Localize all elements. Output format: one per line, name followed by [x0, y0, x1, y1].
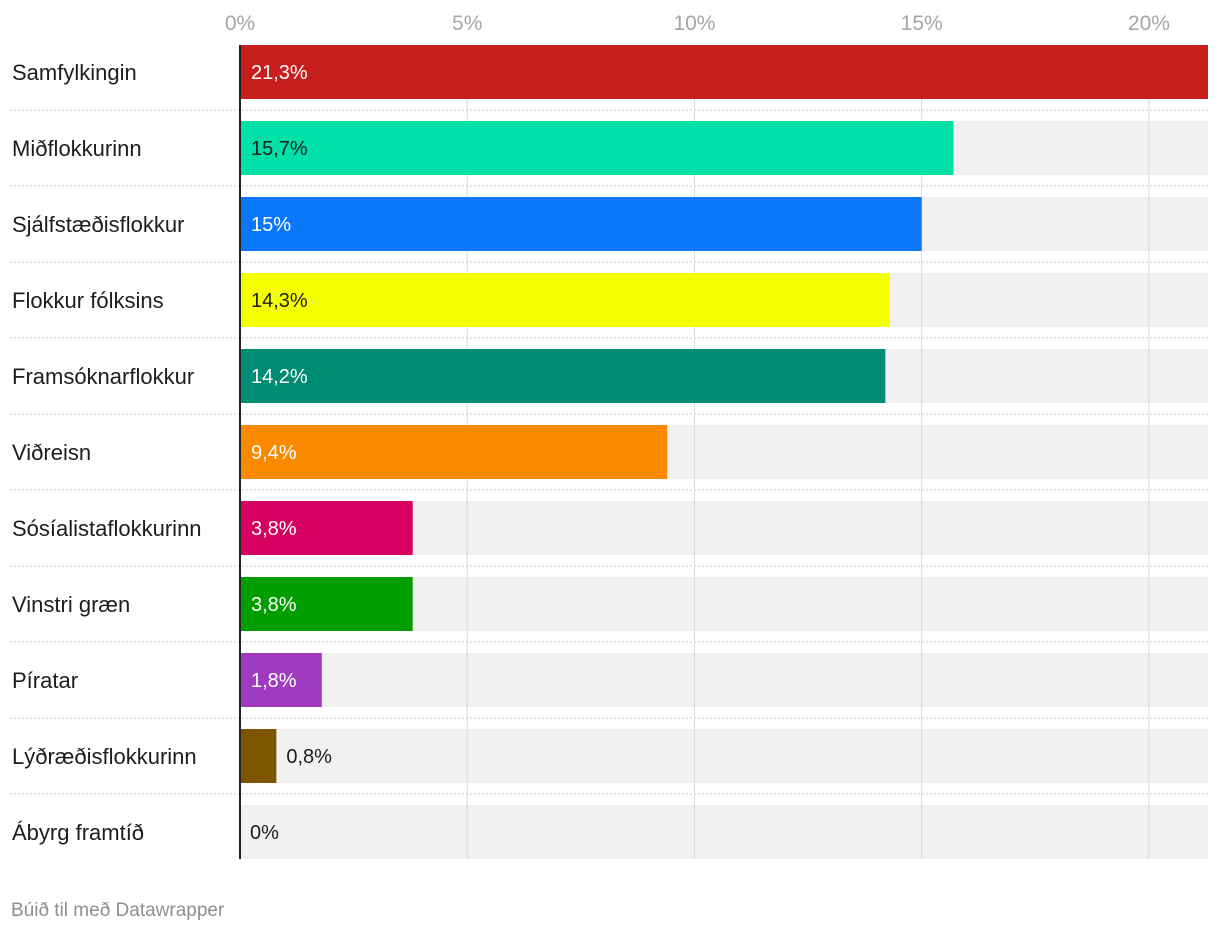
value-label: 0,8% [286, 746, 332, 768]
bar-chart: 0% 5% 10% 15% 20% Samfylkingin 21,3% Miðflokkur… [10, 12, 1208, 859]
value-label: 3,8% [251, 518, 297, 540]
x-tick-label: 10% [673, 12, 715, 35]
category-label: Píratar [12, 668, 78, 693]
bar [240, 653, 322, 707]
category-label: Vinstri græn [12, 592, 130, 617]
category-label: Sjálfstæðisflokkur [12, 212, 184, 237]
bar [240, 577, 413, 631]
bar-background [240, 805, 1208, 859]
x-tick-label: 20% [1128, 12, 1170, 35]
bar [240, 197, 922, 251]
bar [240, 729, 277, 783]
value-label: 3,8% [251, 594, 297, 616]
bar [240, 121, 954, 175]
x-tick-label: 15% [901, 12, 943, 35]
value-label: 21,3% [251, 62, 308, 84]
bar [240, 425, 668, 479]
x-tick-label: 0% [225, 12, 255, 35]
category-label: Miðflokkurinn [12, 136, 142, 161]
category-label: Framsóknarflokkur [12, 364, 194, 389]
category-label: Sósíalistaflokkurinn [12, 516, 202, 541]
bar [240, 273, 890, 327]
x-tick-label: 5% [452, 12, 482, 35]
value-label: 1,8% [251, 670, 297, 692]
value-label: 15% [251, 214, 291, 236]
bar [240, 501, 413, 555]
category-label: Ábyrg framtíð [12, 820, 144, 845]
category-label: Samfylkingin [12, 60, 137, 85]
bar [240, 349, 886, 403]
bar-background [240, 729, 1208, 783]
bar [240, 45, 1208, 99]
value-label: 9,4% [251, 442, 297, 464]
value-label: 0% [250, 822, 279, 844]
bar-background [240, 653, 1208, 707]
category-label: Flokkur fólksins [12, 288, 164, 313]
value-label: 14,2% [251, 366, 308, 388]
category-label: Viðreisn [12, 440, 91, 465]
footer-credit: Búið til með Datawrapper [11, 900, 225, 921]
category-label: Lýðræðisflokkurinn [12, 744, 197, 769]
value-label: 15,7% [251, 138, 308, 160]
value-label: 14,3% [251, 290, 308, 312]
